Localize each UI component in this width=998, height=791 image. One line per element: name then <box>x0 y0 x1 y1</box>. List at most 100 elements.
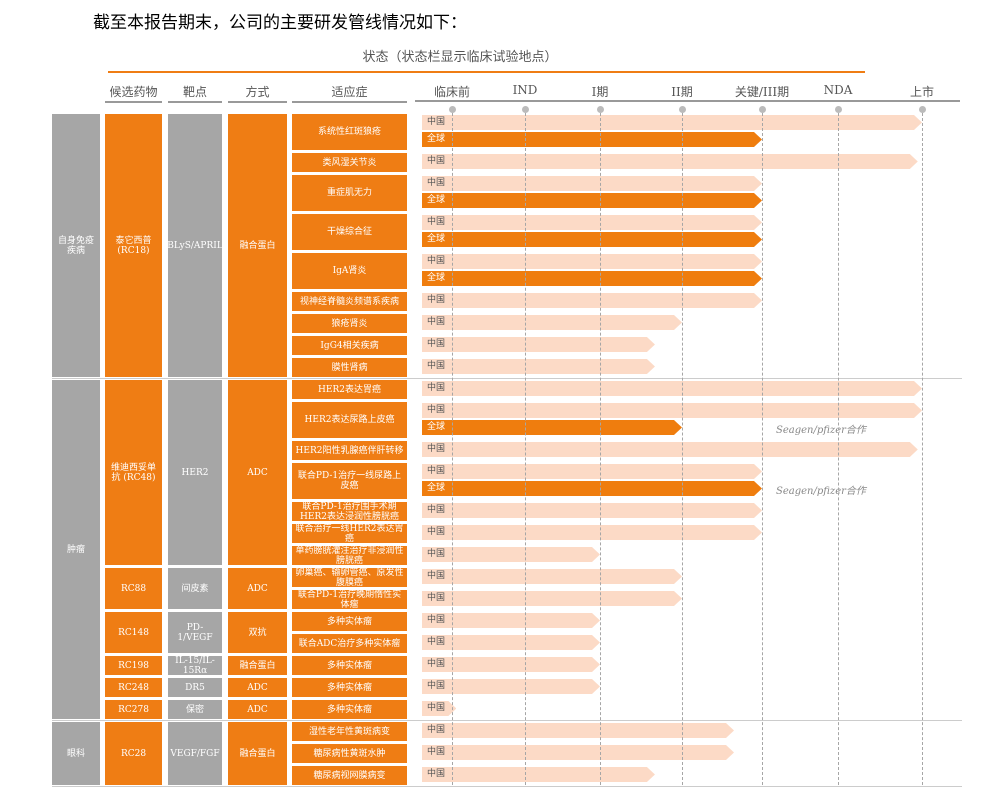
indication: 膜性肾病 <box>292 358 407 377</box>
progress-bar: 中国 <box>422 337 655 352</box>
drug: RC28 <box>105 722 162 785</box>
indication: 联合PD-1治疗一线尿路上皮癌 <box>292 463 407 499</box>
modality: 双抗 <box>228 612 287 653</box>
column-underline <box>168 101 222 103</box>
area: 肿瘤 <box>52 380 100 719</box>
stage-line <box>838 113 839 785</box>
indication: 多种实体瘤 <box>292 678 407 697</box>
stage-label: IND <box>512 83 538 97</box>
stage-label: 临床前 <box>433 85 470 99</box>
drug: RC148 <box>105 612 162 653</box>
indication: 重症肌无力 <box>292 175 407 211</box>
progress-bar: 中国 <box>422 176 762 191</box>
progress-bar: 中国 <box>422 359 655 374</box>
stage-dot <box>759 106 766 113</box>
indication: 干燥综合征 <box>292 214 407 250</box>
progress-bar: 全球 <box>422 271 762 286</box>
progress-bar: 中国 <box>422 315 682 330</box>
indication: 联合PD-1治疗围手术期HER2表达浸润性膀胱癌 <box>292 502 407 521</box>
drug: 维迪西妥单抗 (RC48) <box>105 380 162 565</box>
header-rule <box>108 71 865 73</box>
indication: 多种实体瘤 <box>292 700 407 719</box>
modality: 融合蛋白 <box>228 656 287 675</box>
target: DR5 <box>168 678 222 697</box>
area-divider <box>52 786 962 787</box>
indication: 联合PD-1治疗晚期惰性实体瘤 <box>292 590 407 609</box>
progress-bar: 中国 <box>422 381 922 396</box>
progress-bar: 全球 <box>422 132 762 147</box>
progress-bar: 全球 <box>422 481 762 496</box>
progress-bar: 中国 <box>422 293 762 308</box>
progress-bar: 中国 <box>422 767 655 782</box>
progress-bar: 中国 <box>422 635 600 650</box>
indication: 类风湿关节炎 <box>292 153 407 172</box>
progress-bar: 中国 <box>422 745 734 760</box>
progress-bar: 中国 <box>422 701 456 716</box>
stage-dot <box>835 106 842 113</box>
indication: 视神经脊髓炎频谱系疾病 <box>292 292 407 311</box>
progress-bar: 中国 <box>422 464 762 479</box>
target: HER2 <box>168 380 222 565</box>
modality: ADC <box>228 678 287 697</box>
stage-label: I期 <box>591 85 609 99</box>
column-header: 适应症 <box>331 85 368 99</box>
modality: 融合蛋白 <box>228 114 287 377</box>
target: IL-15/IL-15Rα <box>168 656 222 675</box>
indication: 系统性红斑狼疮 <box>292 114 407 150</box>
stage-axis <box>415 100 960 102</box>
stage-label: 上市 <box>909 85 934 99</box>
progress-bar: 中国 <box>422 657 600 672</box>
stage-label: II期 <box>671 85 693 99</box>
progress-bar: 全球 <box>422 420 682 435</box>
stage-dot <box>919 106 926 113</box>
target: BLyS/APRIL <box>168 114 222 377</box>
indication: 联合ADC治疗多种实体瘤 <box>292 634 407 653</box>
stage-line <box>600 113 601 785</box>
note: Seagen/pfizer合作 <box>776 425 866 436</box>
progress-bar: 中国 <box>422 503 762 518</box>
stage-line <box>682 113 683 785</box>
intro: 截至本报告期末，公司的主要研发管线情况如下： <box>93 13 467 33</box>
progress-bar: 中国 <box>422 547 600 562</box>
indication: 多种实体瘤 <box>292 656 407 675</box>
status-title: 状态（状态栏显示临床试验地点） <box>362 50 558 65</box>
stage-label: NDA <box>823 83 853 97</box>
stage-dot <box>679 106 686 113</box>
indication: 湿性老年性黄斑病变 <box>292 722 407 741</box>
area-divider <box>52 378 962 379</box>
stage-line <box>452 113 453 785</box>
modality: 融合蛋白 <box>228 722 287 785</box>
area-divider <box>52 720 962 721</box>
drug: RC278 <box>105 700 162 719</box>
stage-label: 关键/III期 <box>734 85 790 99</box>
indication: HER2表达胃癌 <box>292 380 407 399</box>
area: 自身免疫疾病 <box>52 114 100 377</box>
stage-dot <box>449 106 456 113</box>
stage-dot <box>597 106 604 113</box>
modality: ADC <box>228 380 287 565</box>
column-header: 候选药物 <box>109 85 158 99</box>
progress-bar: 全球 <box>422 232 762 247</box>
stage-line <box>525 113 526 785</box>
progress-bar: 中国 <box>422 403 922 418</box>
indication: 单药膀胱灌注治疗非浸润性膀胱癌 <box>292 546 407 565</box>
indication: IgA肾炎 <box>292 253 407 289</box>
indication: 糖尿病视网膜病变 <box>292 766 407 785</box>
drug: RC88 <box>105 568 162 609</box>
progress-bar: 全球 <box>422 193 762 208</box>
column-underline <box>228 101 287 103</box>
drug: RC198 <box>105 656 162 675</box>
indication: 联合治疗一线HER2表达胃癌 <box>292 524 407 543</box>
stage-line <box>762 113 763 785</box>
indication: 多种实体瘤 <box>292 612 407 631</box>
progress-bar: 中国 <box>422 442 918 457</box>
progress-bar: 中国 <box>422 569 682 584</box>
column-header: 方式 <box>245 85 270 99</box>
drug: 泰它西普 (RC18) <box>105 114 162 377</box>
column-header: 靶点 <box>182 85 207 99</box>
progress-bar: 中国 <box>422 591 682 606</box>
progress-bar: 中国 <box>422 215 762 230</box>
modality: ADC <box>228 700 287 719</box>
progress-bar: 中国 <box>422 115 922 130</box>
